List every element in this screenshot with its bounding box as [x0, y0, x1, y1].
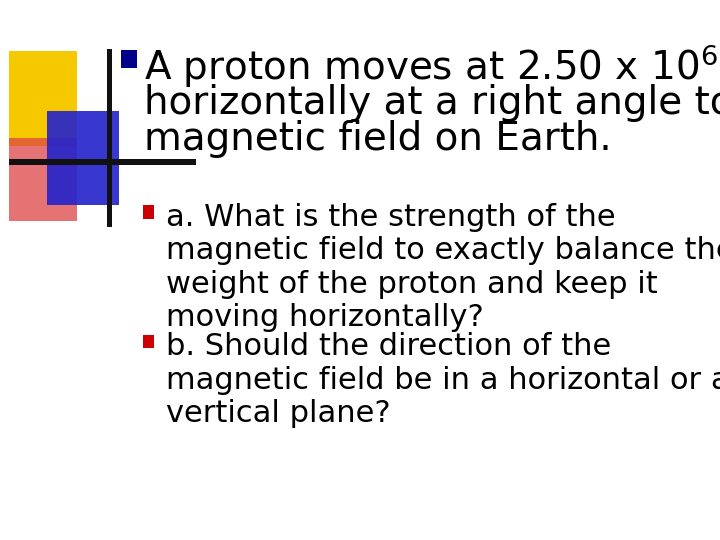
Text: horizontally at a right angle to the: horizontally at a right angle to the — [144, 84, 720, 122]
Text: a. What is the strength of the: a. What is the strength of the — [166, 202, 615, 232]
Text: moving horizontally?: moving horizontally? — [166, 303, 483, 332]
Text: A proton moves at 2.50 x 10$^6$ m/s: A proton moves at 2.50 x 10$^6$ m/s — [144, 42, 720, 90]
Text: weight of the proton and keep it: weight of the proton and keep it — [166, 269, 657, 299]
Text: magnetic field be in a horizontal or a: magnetic field be in a horizontal or a — [166, 366, 720, 395]
Text: vertical plane?: vertical plane? — [166, 399, 390, 428]
Text: magnetic field to exactly balance the: magnetic field to exactly balance the — [166, 236, 720, 265]
Text: b. Should the direction of the: b. Should the direction of the — [166, 332, 611, 361]
Text: magnetic field on Earth.: magnetic field on Earth. — [144, 120, 612, 158]
